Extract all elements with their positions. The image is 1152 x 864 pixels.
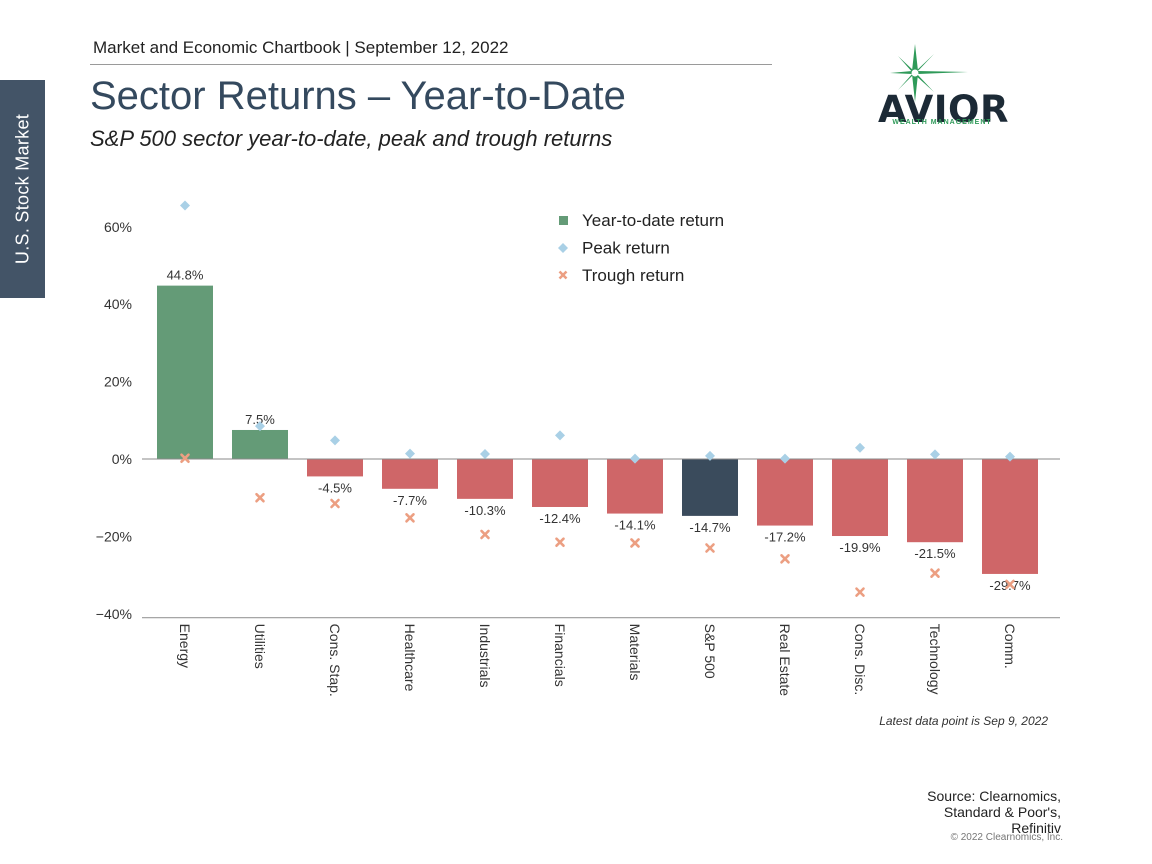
trough-marker xyxy=(480,529,490,540)
logo-name: AVIOR xyxy=(878,88,1009,131)
category-label: Cons. Disc. xyxy=(852,624,868,696)
bar xyxy=(757,459,813,526)
peak-marker xyxy=(555,430,565,441)
side-tab-label: U.S. Stock Market xyxy=(12,113,32,265)
bar xyxy=(907,459,963,543)
latest-data-note: Latest data point is Sep 9, 2022 xyxy=(879,714,1048,728)
data-label: -4.5% xyxy=(318,480,352,495)
peak-marker xyxy=(405,448,415,459)
trough-marker xyxy=(405,513,415,523)
legend-ytd-swatch xyxy=(559,216,568,225)
category-label: Energy xyxy=(177,624,193,668)
header-divider xyxy=(90,64,772,65)
data-label: -14.1% xyxy=(614,518,656,533)
bar xyxy=(457,459,513,499)
trough-marker xyxy=(330,498,340,509)
sector-returns-chart: 60% 40% 20% 0% −20% −40% 44.8% Energy 7.5% Utilit… xyxy=(96,200,1060,728)
bar xyxy=(532,459,588,507)
bar xyxy=(307,459,363,477)
category-label: Industrials xyxy=(477,624,493,688)
category-label: Technology xyxy=(927,624,943,695)
legend-peak-swatch xyxy=(558,243,568,253)
trough-marker xyxy=(630,538,640,548)
peak-marker xyxy=(255,421,265,432)
trough-marker xyxy=(780,554,790,564)
trough-marker xyxy=(855,587,865,597)
legend-label: Trough return xyxy=(582,266,684,285)
category-label: Comm. xyxy=(1002,624,1018,669)
y-tick-label: 0% xyxy=(112,451,132,467)
data-label: -7.7% xyxy=(393,493,427,508)
data-label: 44.8% xyxy=(167,268,204,283)
bar xyxy=(232,429,288,459)
source-line-1: Source: Clearnomics, xyxy=(927,788,1061,804)
trough-marker xyxy=(180,453,190,464)
bar xyxy=(382,459,438,489)
peak-marker xyxy=(1005,451,1015,462)
logo-tagline: WEALTH MANAGEMENT xyxy=(892,119,992,126)
peak-marker xyxy=(630,453,640,464)
category-label: Real Estate xyxy=(777,624,793,697)
trough-marker xyxy=(255,492,265,503)
data-label: -17.2% xyxy=(764,530,806,545)
page-subtitle: S&P 500 sector year-to-date, peak and tr… xyxy=(90,126,613,151)
data-label: 7.5% xyxy=(245,412,275,427)
peak-marker xyxy=(180,200,190,211)
peak-marker xyxy=(480,448,490,459)
trough-marker xyxy=(555,537,565,548)
y-tick-label: 60% xyxy=(104,219,132,235)
y-tick-label: 20% xyxy=(104,374,132,390)
trough-marker xyxy=(930,568,940,578)
star-logo-icon xyxy=(890,44,968,102)
data-label: -14.7% xyxy=(689,520,731,535)
bar xyxy=(607,459,663,514)
peak-marker xyxy=(930,449,940,460)
bar xyxy=(832,459,888,537)
category-label: S&P 500 xyxy=(702,624,718,679)
legend-trough-swatch xyxy=(558,270,568,280)
bar xyxy=(157,285,213,459)
peak-marker xyxy=(855,442,865,453)
avior-logo: AVIOR WEALTH MANAGEMENT xyxy=(878,44,1009,131)
trough-marker xyxy=(1005,579,1015,590)
peak-marker xyxy=(330,435,340,446)
category-label: Financials xyxy=(552,624,568,687)
trough-marker xyxy=(705,543,715,553)
category-label: Healthcare xyxy=(402,624,418,692)
category-label: Materials xyxy=(627,624,643,681)
y-tick-label: −40% xyxy=(96,606,132,622)
chartbook-header: Market and Economic Chartbook | Septembe… xyxy=(93,38,509,57)
y-tick-label: 40% xyxy=(104,296,132,312)
source-note: Source: Clearnomics, Standard & Poor's, … xyxy=(927,788,1061,836)
category-label: Cons. Stap. xyxy=(327,624,343,697)
source-line-3: Refinitiv xyxy=(1011,820,1061,836)
data-label: -21.5% xyxy=(914,546,956,561)
bar xyxy=(982,459,1038,574)
peak-marker xyxy=(780,453,790,464)
y-tick-label: −20% xyxy=(96,528,132,544)
data-label: -10.3% xyxy=(464,503,506,518)
bar xyxy=(682,459,738,516)
data-label: -12.4% xyxy=(539,511,581,526)
source-line-2: Standard & Poor's, xyxy=(943,804,1061,820)
category-label: Utilities xyxy=(252,624,268,669)
legend-label: Peak return xyxy=(582,239,670,258)
page-title: Sector Returns – Year-to-Date xyxy=(90,74,626,118)
side-tab: U.S. Stock Market xyxy=(0,80,45,298)
peak-marker xyxy=(705,450,715,461)
data-label: -19.9% xyxy=(839,540,881,555)
copyright: © 2022 Clearnomics, Inc. xyxy=(950,832,1063,843)
legend-label: Year-to-date return xyxy=(582,211,724,230)
